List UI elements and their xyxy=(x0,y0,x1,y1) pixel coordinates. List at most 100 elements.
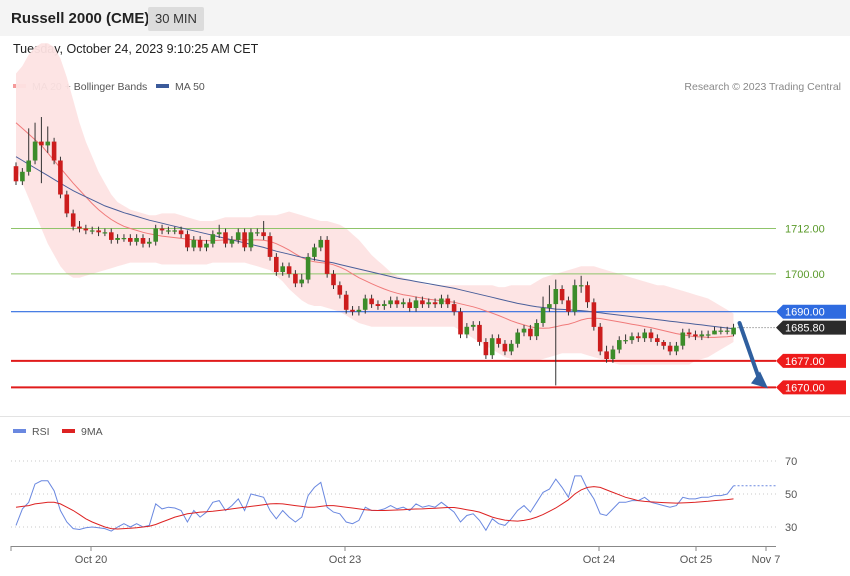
level-label: 1677.00 xyxy=(785,356,825,368)
candle-body xyxy=(267,236,273,257)
candle-up xyxy=(216,224,222,238)
candle-body xyxy=(604,351,609,359)
candle-body xyxy=(293,273,298,284)
candle-up xyxy=(674,341,679,356)
candle-down xyxy=(337,281,343,299)
candle-body xyxy=(489,338,495,356)
level-tag xyxy=(776,304,846,319)
candle-down xyxy=(96,226,101,237)
candle-body xyxy=(369,298,374,305)
rsi-tick-label: 50 xyxy=(785,489,797,501)
x-tick-label: Nov 7 xyxy=(752,554,781,566)
candle-body xyxy=(547,304,552,308)
candle-body xyxy=(629,336,635,341)
candle-up xyxy=(617,336,622,354)
candle-up xyxy=(172,226,177,235)
rsi-gridlines: 70 50 30 xyxy=(11,456,797,534)
candle-body xyxy=(426,302,431,305)
candle-body xyxy=(515,332,520,344)
candle-down xyxy=(185,230,190,252)
candle-body xyxy=(667,345,673,352)
candle-body xyxy=(413,300,419,308)
candle-up xyxy=(509,340,514,356)
candle-up xyxy=(20,168,25,186)
candle-down xyxy=(159,224,165,235)
candle-down xyxy=(77,220,82,233)
candle-down xyxy=(293,270,298,288)
timestamp: Tuesday, October 24, 2023 9:10:25 AM CET xyxy=(13,42,259,56)
candle-down xyxy=(591,298,597,331)
candle-body xyxy=(528,328,533,337)
candle-up xyxy=(280,262,285,276)
candle-body xyxy=(178,230,184,235)
rsi-line xyxy=(15,475,734,532)
candle-down xyxy=(51,137,57,165)
candle-body xyxy=(623,340,628,342)
candle-body xyxy=(642,332,647,339)
level-lines xyxy=(11,228,776,389)
candle-up xyxy=(470,321,476,331)
candle-body xyxy=(166,230,171,232)
candle-down xyxy=(559,285,565,305)
candle-body xyxy=(521,328,527,333)
candle-body xyxy=(280,266,285,272)
candle-down xyxy=(109,228,114,244)
candle-body xyxy=(572,285,578,312)
candle-up xyxy=(210,230,216,248)
ma20-line xyxy=(15,122,734,338)
candle-body xyxy=(585,285,590,303)
candle-body xyxy=(483,342,489,356)
timeframe-button[interactable]: 30 MIN xyxy=(148,7,204,31)
candle-body xyxy=(432,302,438,305)
candle-body xyxy=(477,324,482,342)
candle-down xyxy=(686,328,692,339)
candle-body xyxy=(121,238,127,240)
candle-down xyxy=(83,224,89,235)
candle-body xyxy=(185,234,190,248)
candle-body xyxy=(470,324,476,327)
candle-up xyxy=(439,294,444,308)
candle-down xyxy=(394,296,400,308)
candle-body xyxy=(553,289,559,305)
projection-arrow xyxy=(737,321,762,384)
candle-body xyxy=(159,228,165,231)
candle-up xyxy=(32,122,38,165)
candle-body xyxy=(655,338,660,342)
candle-body xyxy=(394,300,400,305)
candle-body xyxy=(147,241,152,244)
candle-body xyxy=(261,232,266,237)
candle-body xyxy=(502,343,508,352)
candle-body xyxy=(731,327,736,335)
candle-down xyxy=(528,324,533,341)
level-label: 1670.00 xyxy=(785,382,825,394)
candle-up xyxy=(718,326,724,335)
candle-body xyxy=(356,309,362,312)
candle-down xyxy=(178,226,184,238)
candle-body xyxy=(248,232,254,248)
candle-body xyxy=(343,294,349,310)
candle-body xyxy=(26,160,31,172)
rsi-ma-swatch xyxy=(62,429,75,434)
level-labels: 1712.00 1700.00 1690.00 1677.00 1670.00 xyxy=(776,224,846,395)
candles xyxy=(13,117,736,386)
candle-body xyxy=(661,342,666,346)
candle-down xyxy=(242,228,247,252)
candle-up xyxy=(489,334,495,359)
candle-down xyxy=(350,306,355,316)
candle-body xyxy=(255,232,260,234)
candle-down xyxy=(477,321,482,346)
candle-body xyxy=(20,171,25,182)
candle-down xyxy=(140,234,146,248)
rsi-ma-line xyxy=(15,486,734,530)
candle-up xyxy=(115,234,120,244)
candle-body xyxy=(699,334,705,337)
candle-up xyxy=(147,237,152,248)
candle-up xyxy=(464,323,470,339)
candle-down xyxy=(502,340,508,356)
candle-down xyxy=(496,334,501,348)
chart-header: Russell 2000 (CME) 30 MIN xyxy=(0,0,850,36)
candle-down xyxy=(286,262,292,278)
candle-body xyxy=(718,330,724,332)
candle-up xyxy=(248,228,254,252)
